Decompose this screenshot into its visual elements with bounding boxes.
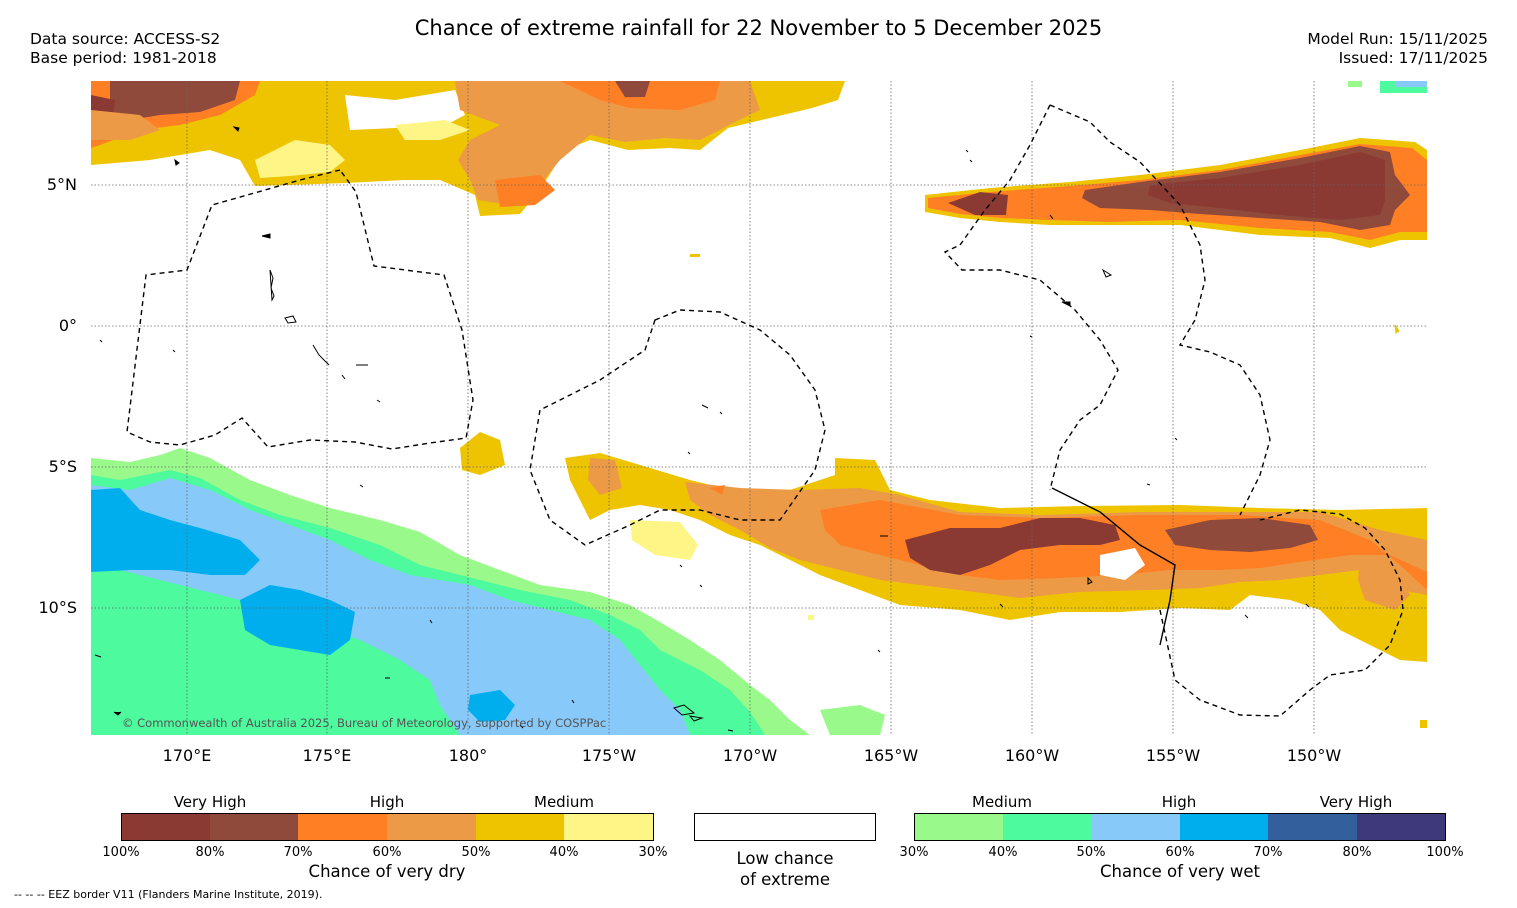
dry-swatch-100-80: [121, 813, 210, 841]
run-info: Model Run: 15/11/2025 Issued: 17/11/2025: [1307, 30, 1488, 68]
dry-tick-40: 40%: [549, 845, 579, 860]
wet-colorbar-frame: [914, 813, 1446, 841]
wet-tick-100: 100%: [1426, 845, 1464, 860]
eez-borders: [126, 104, 1404, 717]
lon-label-165w: 165°W: [863, 746, 919, 765]
lat-label-5s: 5°S: [48, 457, 77, 476]
dry-tick-100: 100%: [102, 845, 140, 860]
wet-swatch-50-60: [1091, 813, 1180, 841]
eez-border-note: -- -- -- EEZ border V11 (Flanders Marine…: [14, 888, 323, 901]
wet-header-high: High: [1161, 793, 1197, 811]
wet-tick-60: 60%: [1165, 845, 1195, 860]
low-chance-caption: Low chance of extreme: [685, 848, 885, 890]
small-dry-patch-equator: [690, 254, 700, 257]
lon-label-170e: 170°E: [162, 746, 212, 765]
dry-region-north-east: [925, 138, 1427, 248]
copyright-notice: © Commonwealth of Australia 2025, Bureau…: [122, 716, 607, 730]
lon-label-170w: 170°W: [722, 746, 778, 765]
dry-tick-60: 60%: [372, 845, 402, 860]
issued-date: Issued: 17/11/2025: [1338, 49, 1488, 67]
dry-patch-southeast: [1420, 720, 1427, 728]
wet-swatch-40-50: [1003, 813, 1091, 841]
wet-tick-50: 50%: [1076, 845, 1106, 860]
wet-header-very-high: Very High: [1319, 793, 1393, 811]
dry-header-high: High: [369, 793, 405, 811]
dry-swatch-80-70: [210, 813, 298, 841]
dry-swatch-50-40: [476, 813, 564, 841]
wet-swatch-30-40: [914, 813, 1003, 841]
wet-patch-northeast-core: [1395, 81, 1427, 87]
dry-region-south: [460, 432, 1427, 662]
maritime-boundary-line: [1051, 487, 1176, 646]
low-chance-caption-line2: of extreme: [739, 870, 831, 889]
base-period: Base period: 1981-2018: [30, 49, 217, 67]
dry-swatch-60-50: [387, 813, 476, 841]
small-dry-patch: [808, 615, 814, 620]
wet-patch-northeast-small: [1348, 81, 1362, 87]
dry-tick-70: 70%: [283, 845, 313, 860]
wet-tick-80: 80%: [1342, 845, 1372, 860]
lon-label-160w: 160°W: [1004, 746, 1060, 765]
dry-tick-50: 50%: [461, 845, 491, 860]
low-chance-swatch: [694, 813, 876, 841]
lon-label-175w: 175°W: [581, 746, 637, 765]
wet-tick-40: 40%: [988, 845, 1018, 860]
wet-region-south-west: [91, 448, 885, 735]
dry-tick-80: 80%: [195, 845, 225, 860]
dry-caption: Chance of very dry: [308, 862, 466, 881]
dry-header-medium: Medium: [534, 793, 594, 811]
dry-swatch-40-30: [564, 813, 653, 841]
lat-label-0: 0°: [58, 316, 77, 335]
data-source-info: Data source: ACCESS-S2 Base period: 1981…: [30, 30, 220, 68]
model-run: Model Run: 15/11/2025: [1307, 30, 1488, 48]
lat-label-10s: 10°S: [38, 598, 77, 617]
lat-label-5n: 5°N: [46, 175, 77, 194]
wet-header-medium: Medium: [972, 793, 1032, 811]
dry-swatch-70-60: [298, 813, 387, 841]
wet-swatch-70-80: [1268, 813, 1357, 841]
wet-swatch-60-70: [1180, 813, 1268, 841]
lon-label-150w: 150°W: [1286, 746, 1342, 765]
data-source: Data source: ACCESS-S2: [30, 30, 221, 48]
wet-tick-30: 30%: [899, 845, 929, 860]
wet-swatch-80-100: [1357, 813, 1445, 841]
islands: [94, 126, 1400, 732]
wet-caption: Chance of very wet: [1100, 862, 1260, 881]
lon-label-175e: 175°E: [302, 746, 352, 765]
dry-header-very-high: Very High: [173, 793, 247, 811]
dry-colorbar-frame: [121, 813, 654, 841]
grid-lines: [91, 81, 1427, 735]
dry-tick-30: 30%: [638, 845, 668, 860]
low-chance-caption-line1: Low chance: [736, 849, 834, 868]
lon-label-180: 180°: [448, 746, 488, 765]
wet-tick-70: 70%: [1253, 845, 1283, 860]
map-title: Chance of extreme rainfall for 22 Novemb…: [414, 16, 1103, 40]
lon-label-155w: 155°W: [1145, 746, 1201, 765]
